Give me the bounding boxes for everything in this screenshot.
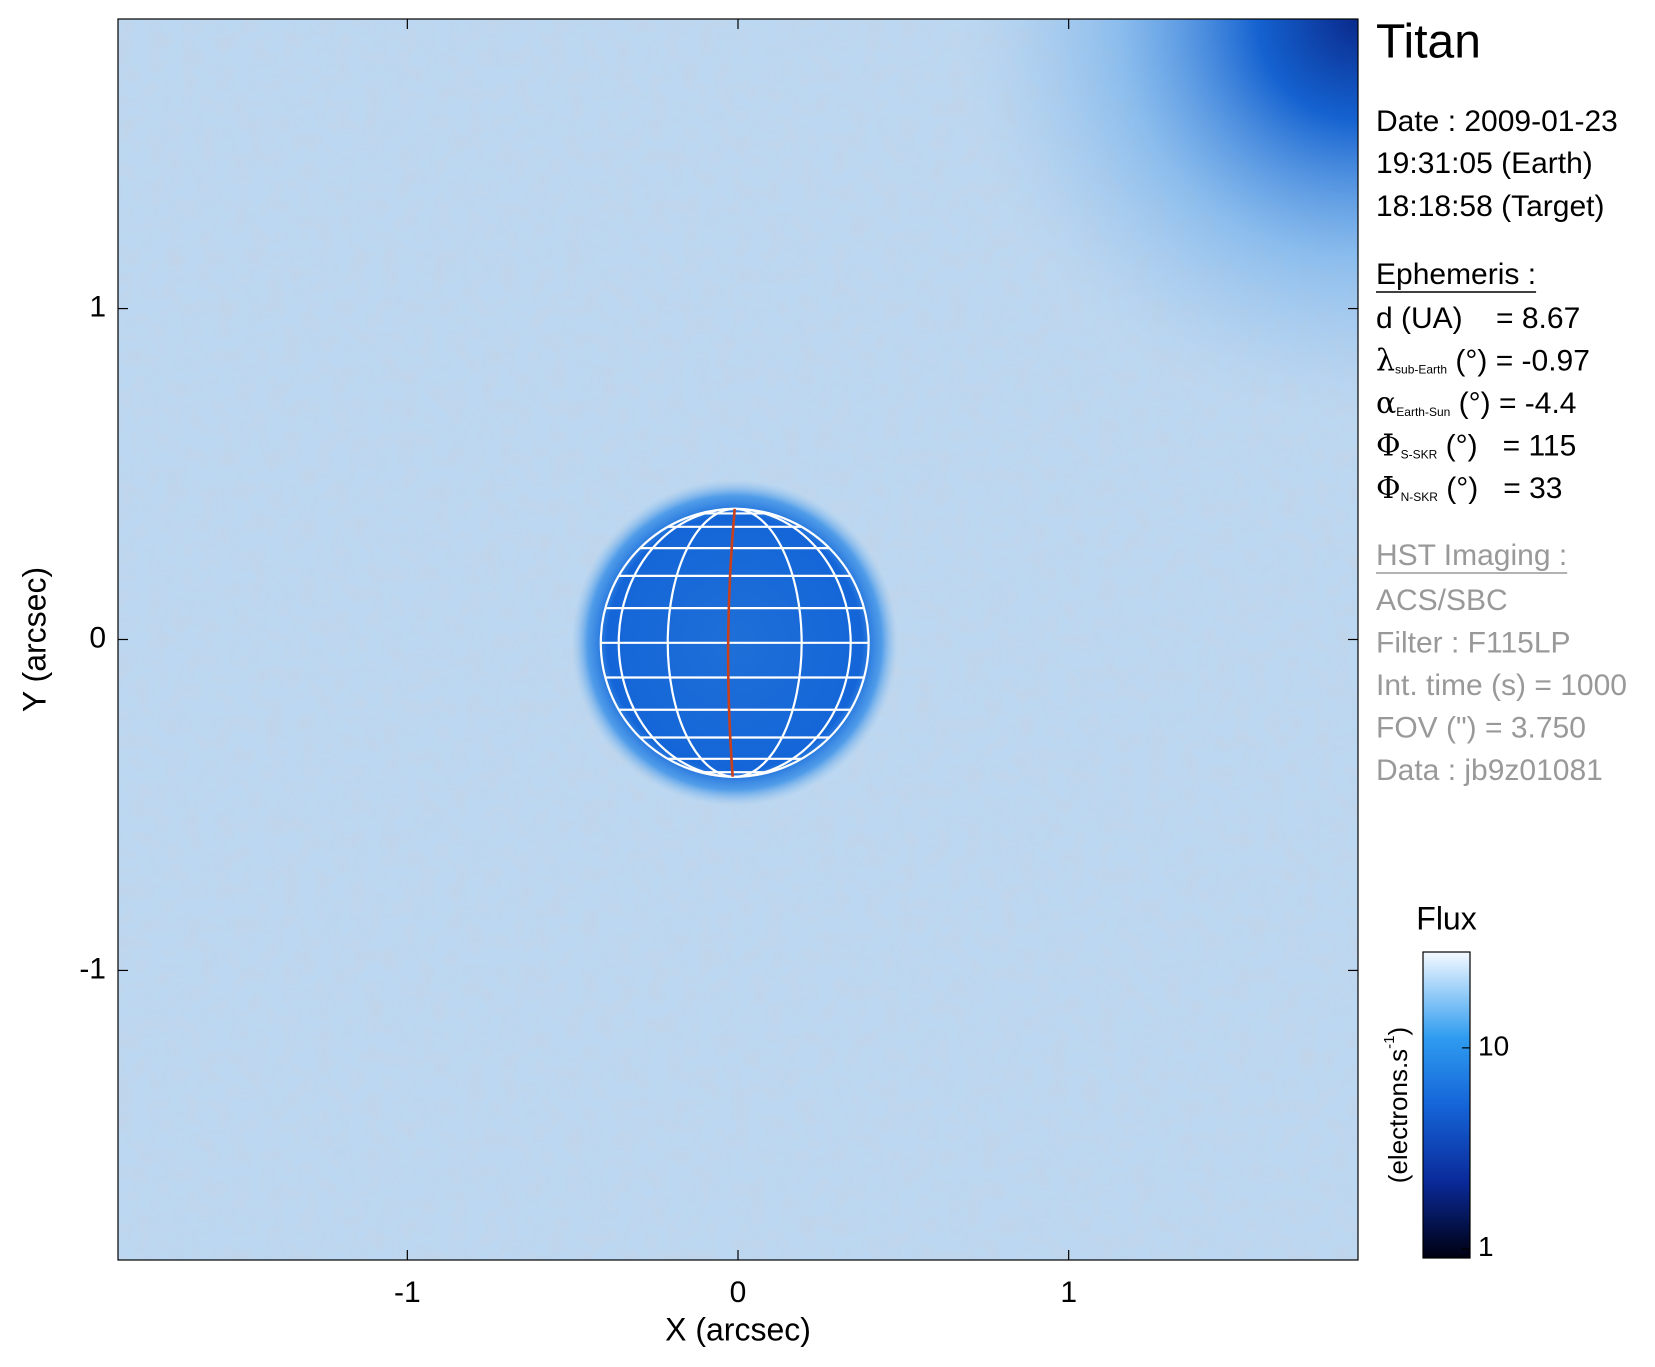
colorbar-title: Flux xyxy=(1416,900,1476,936)
hst-title: HST Imaging : xyxy=(1376,539,1567,572)
ephemeris-row: λsub-Earth (°) = -0.97 xyxy=(1376,344,1590,379)
image-area xyxy=(118,19,1358,1260)
ephemeris-sub: sub-Earth xyxy=(1395,363,1447,377)
ephemeris-sub: Earth-Sun xyxy=(1396,405,1450,419)
hst-row: Data : jb9z01081 xyxy=(1376,754,1603,787)
ephemeris-row: d (UA) = 8.67 xyxy=(1376,302,1580,335)
ephemeris-symbol: Φ xyxy=(1376,471,1401,506)
x-axis-label: X (arcsec) xyxy=(665,1311,811,1347)
hst-row: Int. time (s) = 1000 xyxy=(1376,669,1627,702)
ephemeris-text: (°) = -4.4 xyxy=(1450,387,1576,420)
hst-row: FOV (") = 3.750 xyxy=(1376,711,1586,744)
hst-row: Filter : F115LP xyxy=(1376,626,1571,659)
date: Date : 2009-01-23 xyxy=(1376,105,1618,138)
colorbar-label-end: ) xyxy=(1383,1027,1413,1036)
ephemeris-symbol: Φ xyxy=(1376,429,1401,464)
central-meridian xyxy=(726,508,736,777)
y-tick-label: 1 xyxy=(89,290,106,323)
ephemeris-row: αEarth-Sun (°) = -4.4 xyxy=(1376,386,1577,421)
ephemeris-text: (°) = 33 xyxy=(1438,472,1563,505)
ephemeris-text: (°) = 115 xyxy=(1437,429,1576,462)
ephemeris-symbol: α xyxy=(1376,386,1396,421)
ephemeris-sub: N-SKR xyxy=(1401,490,1439,504)
colorbar-tick-label: 1 xyxy=(1478,1231,1494,1262)
globe-grid xyxy=(599,507,870,778)
ephemeris-text: d (UA) = 8.67 xyxy=(1376,302,1580,335)
ephemeris-sub: S-SKR xyxy=(1401,448,1438,462)
colorbar xyxy=(1422,951,1471,1259)
ephemeris-row: ΦS-SKR (°) = 115 xyxy=(1376,429,1576,464)
y-axis-label: Y (arcsec) xyxy=(16,567,52,712)
hst-row: ACS/SBC xyxy=(1376,584,1508,617)
y-tick-label: 0 xyxy=(89,621,106,654)
image-corner xyxy=(958,19,1358,419)
ephemeris-text: (°) = -0.97 xyxy=(1447,344,1590,377)
x-tick-label: -1 xyxy=(394,1276,421,1309)
time-target: 18:18:58 (Target) xyxy=(1376,190,1604,223)
colorbar-label: (electrons.s-1) xyxy=(1381,1027,1413,1183)
colorbar-tick-label: 10 xyxy=(1478,1030,1509,1061)
x-tick-label: 1 xyxy=(1060,1276,1077,1309)
ephemeris-row: ΦN-SKR (°) = 33 xyxy=(1376,471,1563,506)
colorbar-label-text: (electrons.s xyxy=(1383,1049,1413,1183)
y-tick-label: -1 xyxy=(79,952,106,985)
time-earth: 19:31:05 (Earth) xyxy=(1376,147,1593,180)
title: Titan xyxy=(1376,16,1481,69)
x-tick-label: 0 xyxy=(730,1276,747,1309)
ephemeris-title: Ephemeris : xyxy=(1376,258,1536,291)
ephemeris-symbol: λ xyxy=(1376,344,1395,379)
colorbar-label-sup: -1 xyxy=(1381,1035,1398,1048)
